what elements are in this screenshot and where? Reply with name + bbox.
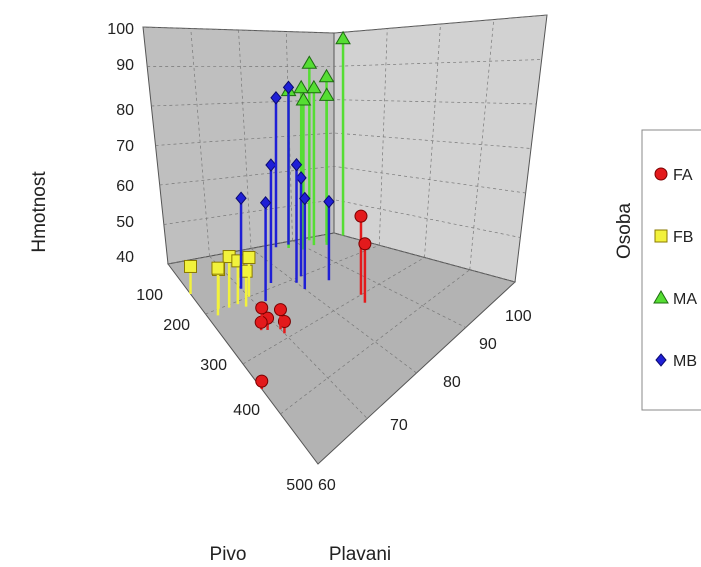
data-point: [255, 301, 269, 315]
pivo-axis-title: Pivo: [210, 544, 247, 565]
plavani-tick-label: 100: [505, 308, 532, 325]
pivo-tick-label: 500: [286, 477, 313, 494]
legend-label: FB: [673, 229, 693, 246]
hmotnost-tick-labels: 100 90 80 70 60 50 40: [107, 21, 134, 266]
grid-line: [250, 248, 417, 374]
data-point: [242, 250, 256, 264]
data-point: [295, 91, 312, 106]
plavani-tick-label: 70: [390, 417, 408, 434]
data-marks: [184, 30, 372, 389]
hmotnost-tick-label: 90: [116, 57, 134, 74]
legend-items: FA FB MA MB: [653, 167, 697, 370]
data-point: [299, 191, 311, 206]
data-point: [259, 195, 272, 210]
data-point: [358, 237, 372, 251]
legend-marker: [655, 353, 667, 367]
pivo-tick-label: 400: [233, 402, 260, 419]
pivo-tick-label: 300: [200, 357, 227, 374]
legend-item-mb: MB: [655, 353, 697, 370]
pivo-tick-label: 200: [163, 317, 190, 334]
data-point: [335, 30, 351, 45]
data-point: [273, 303, 287, 317]
pivo-tick-labels: 100 200 300 400 500: [136, 287, 313, 494]
data-point: [270, 91, 282, 105]
hmotnost-tick-label: 70: [116, 138, 134, 155]
data-point: [354, 209, 368, 223]
legend-label: MB: [673, 353, 697, 370]
legend-item-fb: FB: [654, 229, 693, 246]
legend-marker: [654, 167, 668, 181]
grid-line: [151, 99, 537, 107]
plavani-tick-label: 80: [443, 374, 461, 391]
data-point: [293, 79, 310, 94]
data-point: [301, 55, 318, 69]
data-point: [323, 194, 335, 209]
grid-line: [238, 29, 252, 249]
grid-line: [147, 59, 542, 67]
data-point: [318, 87, 335, 101]
legend: FA FB MA MB: [641, 129, 701, 411]
series-mb: [235, 80, 335, 302]
data-point: [290, 157, 303, 172]
hmotnost-axis-title: Hmotnost: [29, 171, 50, 253]
data-point: [211, 261, 225, 275]
data-point: [265, 158, 277, 172]
legend-label: MA: [673, 291, 697, 308]
legend-item-ma: MA: [653, 290, 697, 308]
legend-box: [641, 129, 701, 411]
legend-marker: [653, 290, 669, 304]
data-point: [184, 259, 197, 273]
series-fb: [184, 250, 256, 316]
grid-line: [378, 28, 388, 246]
grid-line: [159, 165, 526, 194]
hmotnost-tick-label: 50: [116, 214, 134, 231]
grid-line: [205, 244, 380, 315]
data-point: [318, 68, 335, 83]
legend-title: Osoba: [614, 203, 635, 259]
plavani-tick-labels: 60 70 80 90 100: [318, 308, 532, 494]
data-point: [255, 374, 269, 388]
data-point: [282, 80, 295, 95]
pivo-tick-label: 100: [136, 287, 163, 304]
hmotnost-tick-label: 60: [116, 178, 134, 195]
grid-line: [209, 256, 368, 419]
hmotnost-tick-label: 100: [107, 21, 134, 38]
data-point: [306, 79, 322, 94]
data-point: [235, 191, 247, 206]
grid-line: [242, 257, 425, 365]
grid-line: [292, 240, 466, 328]
grid-line: [190, 28, 210, 257]
legend-marker: [654, 229, 668, 243]
plavani-tick-label: 90: [479, 336, 497, 353]
series-fa: [254, 209, 372, 389]
hmotnost-tick-label: 80: [116, 102, 134, 119]
hmotnost-tick-label: 40: [116, 249, 134, 266]
legend-label: FA: [673, 167, 693, 184]
plavani-tick-label: 60: [318, 477, 336, 494]
grid-line: [280, 269, 470, 415]
plavani-axis-title: Plavani: [329, 544, 391, 565]
legend-item-fa: FA: [654, 167, 693, 184]
